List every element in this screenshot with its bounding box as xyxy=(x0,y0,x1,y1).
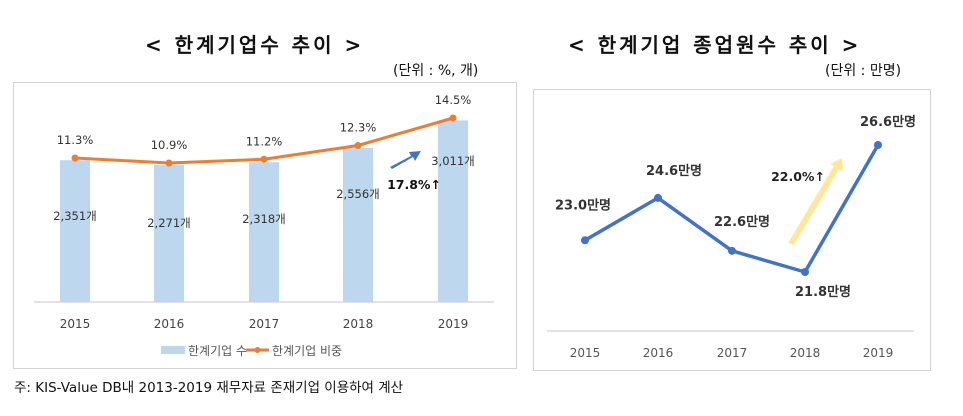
bar-2016 xyxy=(154,165,184,302)
increase-annotation: 17.8%↑ xyxy=(387,177,441,192)
left-chart-panel: 2,351개 2,271개 2,318개 2,556개 3,011개 11.3% 10.9%… xyxy=(13,82,517,369)
bar-label-2019: 3,011개 xyxy=(431,154,475,168)
ratio-label-2015: 11.3% xyxy=(57,133,94,147)
ratio-point-2019 xyxy=(449,114,457,122)
ratio-point-2015 xyxy=(71,154,79,162)
employees-label-2017: 22.6만명 xyxy=(714,214,770,230)
right-chart-panel: 22.0%↑ 23.0만명 24.6만명 22.6만명 21.8만명 26.6만명 2015… xyxy=(533,89,931,371)
legend-swatch-marker xyxy=(254,347,261,353)
ratio-point-2018 xyxy=(354,142,362,149)
ratio-label-2016: 10.9% xyxy=(151,138,188,152)
employees-label-2016: 24.6만명 xyxy=(646,163,702,179)
x-tick-2019: 2019 xyxy=(438,317,469,331)
left-unit-label: (단위 : %, 개) xyxy=(393,63,479,79)
employees-label-2019: 26.6만명 xyxy=(860,114,916,130)
right-unit-label: (단위 : 만명) xyxy=(825,63,902,79)
right-chart-title: < 한계기업 종업원수 추이 > xyxy=(568,33,862,57)
legend-swatch-bar xyxy=(161,346,185,354)
bar-2015 xyxy=(60,160,90,302)
employees-point-2019 xyxy=(874,141,882,149)
bar-2019 xyxy=(438,120,468,302)
increase-annotation: 22.0%↑ xyxy=(771,169,825,184)
increase-arrow-shaft xyxy=(788,163,841,246)
employees-point-2018 xyxy=(801,268,809,276)
x-tick-2018: 2018 xyxy=(343,317,374,331)
ratio-label-2018: 12.3% xyxy=(340,121,377,135)
employees-label-2015: 23.0만명 xyxy=(555,197,611,213)
increase-arrow-icon xyxy=(390,151,421,169)
employees-point-2016 xyxy=(654,193,662,202)
x-tick-2016: 2016 xyxy=(643,346,674,360)
ratio-label-2019: 14.5% xyxy=(435,93,472,107)
employees-point-2015 xyxy=(581,236,589,245)
left-chart: 2,351개 2,271개 2,318개 2,556개 3,011개 11.3% 10.9%… xyxy=(34,93,494,358)
legend-label-bar: 한계기업 수 xyxy=(188,344,247,358)
x-tick-2017: 2017 xyxy=(717,346,748,360)
bar-label-2017: 2,318개 xyxy=(242,212,286,226)
x-tick-2017: 2017 xyxy=(249,317,280,331)
right-chart: 22.0%↑ 23.0만명 24.6만명 22.6만명 21.8만명 26.6만명 2015… xyxy=(547,114,916,360)
left-chart-title: < 한계기업수 추이 > xyxy=(145,33,365,57)
legend-label-line: 한계기업 비중 xyxy=(272,344,342,358)
ratio-point-2016 xyxy=(165,159,173,167)
x-tick-2015: 2015 xyxy=(570,346,601,360)
ratio-label-2017: 11.2% xyxy=(246,134,283,148)
bar-label-2015: 2,351개 xyxy=(53,209,97,223)
employees-label-2018: 21.8만명 xyxy=(795,284,851,300)
x-tick-2018: 2018 xyxy=(790,346,821,360)
ratio-point-2017 xyxy=(260,155,268,163)
x-tick-2016: 2016 xyxy=(154,317,185,331)
increase-arrow-icon xyxy=(830,158,843,171)
footnote: 주: KIS-Value DB내 2013-2019 재무자료 존재기업 이용하… xyxy=(14,380,404,396)
bar-2017 xyxy=(249,162,279,302)
bar-label-2016: 2,271개 xyxy=(147,216,191,230)
employees-point-2017 xyxy=(728,246,736,255)
bar-2018 xyxy=(343,147,373,302)
bar-label-2018: 2,556개 xyxy=(336,187,380,201)
x-tick-2019: 2019 xyxy=(863,346,894,360)
x-tick-2015: 2015 xyxy=(60,317,91,331)
